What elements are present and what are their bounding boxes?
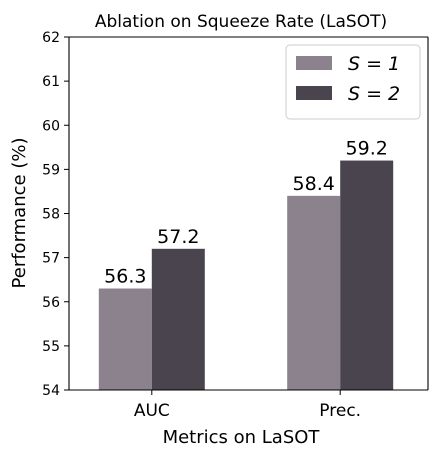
x-axis-label: Metrics on LaSOT <box>163 427 321 448</box>
y-tick-label: 60 <box>42 118 60 134</box>
data-label: 56.3 <box>104 266 146 288</box>
y-axis-label: Performance (%) <box>9 138 30 289</box>
legend-entry: S = 1 <box>348 53 400 75</box>
data-label: 59.2 <box>346 138 388 160</box>
y-tick-label: 56 <box>42 295 60 311</box>
y-tick-label: 55 <box>42 339 60 355</box>
data-label: 57.2 <box>157 226 199 248</box>
bar-auc-series-2 <box>151 248 205 390</box>
y-tick-label: 59 <box>42 162 60 178</box>
y-tick-label: 57 <box>42 251 60 267</box>
plot-area: 56.3 58.4 57.2 59.2 54 55 56 57 58 59 60 61 62 AUC Pre… <box>42 30 429 421</box>
y-tick-label: 58 <box>42 207 60 223</box>
y-tick-label: 61 <box>42 74 60 90</box>
y-tick-label: 62 <box>42 30 60 46</box>
bar-prec-series-2 <box>340 160 394 390</box>
x-tick-label: AUC <box>134 401 170 421</box>
data-label: 58.4 <box>293 173 335 195</box>
bar-prec-series-1 <box>287 195 341 390</box>
legend: S = 1 S = 2 <box>285 44 421 120</box>
legend-swatch <box>296 86 332 100</box>
legend-entry: S = 2 <box>348 83 400 105</box>
y-tick-label: 54 <box>42 383 60 399</box>
chart-title: Ablation on Squeeze Rate (LaSOT) <box>95 12 387 32</box>
bar-auc-series-1 <box>98 288 152 390</box>
x-tick-label: Prec. <box>319 401 361 421</box>
legend-swatch <box>296 56 332 70</box>
